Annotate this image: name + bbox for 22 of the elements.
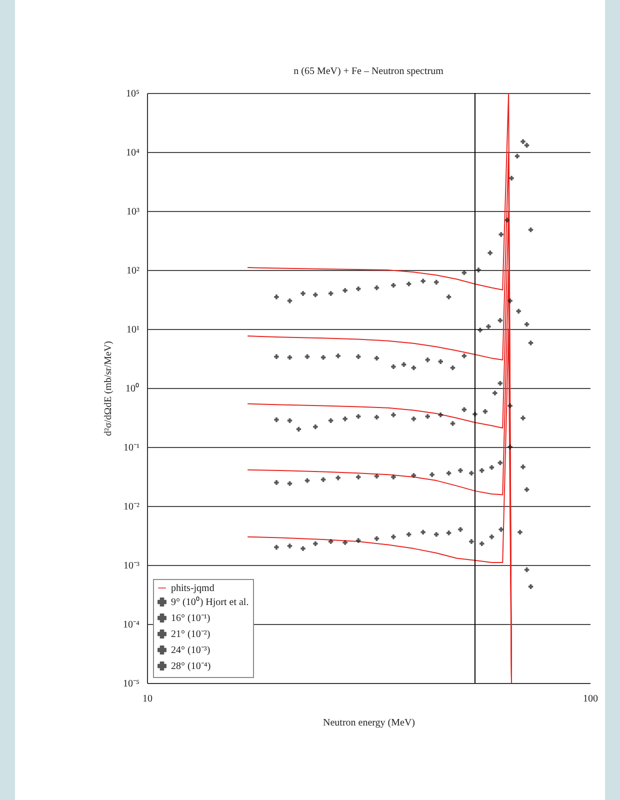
- legend-label: 24° (10⁻³): [171, 645, 210, 656]
- y-axis-title: d²σ/dΩdE (mb/sr/MeV): [103, 341, 114, 436]
- y-tick-label: 10¹: [126, 324, 140, 336]
- y-tick-label: 10³: [126, 206, 140, 218]
- legend-label: phits-jqmd: [171, 583, 214, 594]
- legend-label: 16° (10⁻¹): [171, 613, 210, 624]
- legend-label: 28° (10⁻⁴): [171, 661, 211, 672]
- y-tick-label: 10⁻⁴: [123, 620, 140, 630]
- y-tick-label: 10⁻²: [124, 502, 140, 512]
- y-tick-label: 10⁻⁵: [123, 678, 140, 690]
- legend-label: 21° (10⁻²): [171, 629, 210, 640]
- y-tick-label: 10⁰: [126, 382, 140, 394]
- x-tick-label: 10: [142, 694, 152, 704]
- y-tick-label: 10⁻¹: [124, 442, 140, 454]
- y-tick-label: 10⁴: [126, 148, 140, 158]
- y-tick-label: 10⁵: [126, 88, 140, 100]
- legend-label: 9° (10⁰) Hjort et al.: [171, 596, 249, 608]
- x-axis-title: Neutron energy (MeV): [322, 718, 416, 728]
- chart-title: n (65 MeV) + Fe – Neutron spectrum: [294, 66, 444, 77]
- y-tick-label: 10²: [126, 266, 140, 276]
- y-tick-label: 10⁻³: [124, 560, 140, 572]
- x-tick-label: 100: [583, 694, 598, 704]
